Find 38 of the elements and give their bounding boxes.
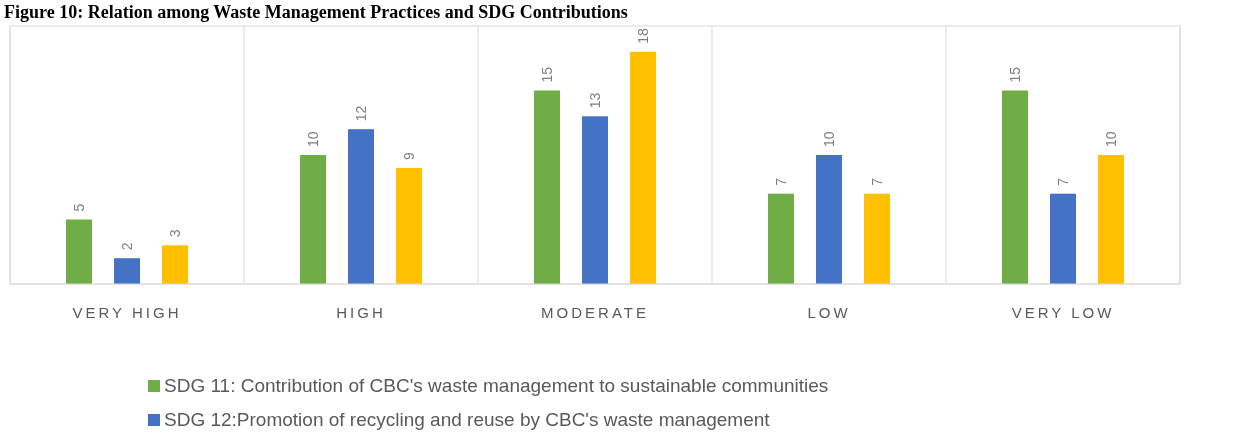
bar: [396, 167, 422, 284]
data-label: 7: [869, 177, 885, 186]
data-label: 18: [635, 28, 651, 44]
legend-label: SDG 11: Contribution of CBC's waste management to sustainable communities: [164, 375, 829, 396]
x-tick-label: VERY LOW: [1011, 304, 1115, 321]
data-label: 5: [71, 203, 87, 212]
bar: [1098, 155, 1124, 284]
data-label: 3: [167, 229, 183, 238]
legend-label: SDG 12:Promotion of recycling and reuse by CBC's waste management: [164, 409, 771, 430]
bar: [114, 258, 140, 284]
bar: [534, 90, 560, 284]
x-tick-label: MODERATE: [541, 304, 649, 321]
bar: [162, 245, 188, 284]
bar: [864, 193, 890, 284]
data-label: 7: [773, 177, 789, 186]
data-label: 13: [587, 92, 603, 109]
data-label: 7: [1055, 177, 1071, 186]
data-label: 2: [119, 242, 135, 251]
bar: [582, 116, 608, 284]
bar: [816, 155, 842, 284]
bar: [66, 219, 92, 284]
data-label: 9: [401, 151, 417, 160]
bar: [348, 129, 374, 284]
data-label: 12: [353, 105, 369, 122]
bar: [1050, 193, 1076, 284]
x-tick-label: VERY HIGH: [72, 304, 182, 321]
chart-title: Figure 10: Relation among Waste Management Practices and SDG Contributions: [4, 2, 628, 22]
data-label: 10: [305, 131, 321, 147]
bar: [630, 51, 656, 284]
data-label: 15: [539, 66, 555, 83]
bar: [768, 193, 794, 284]
x-tick-label: HIGH: [336, 304, 386, 321]
x-tick-label: LOW: [807, 304, 851, 321]
bar: [1002, 90, 1028, 284]
bar: [300, 155, 326, 284]
data-label: 10: [1103, 131, 1119, 147]
data-label: 10: [821, 131, 837, 147]
data-label: 15: [1007, 66, 1023, 83]
